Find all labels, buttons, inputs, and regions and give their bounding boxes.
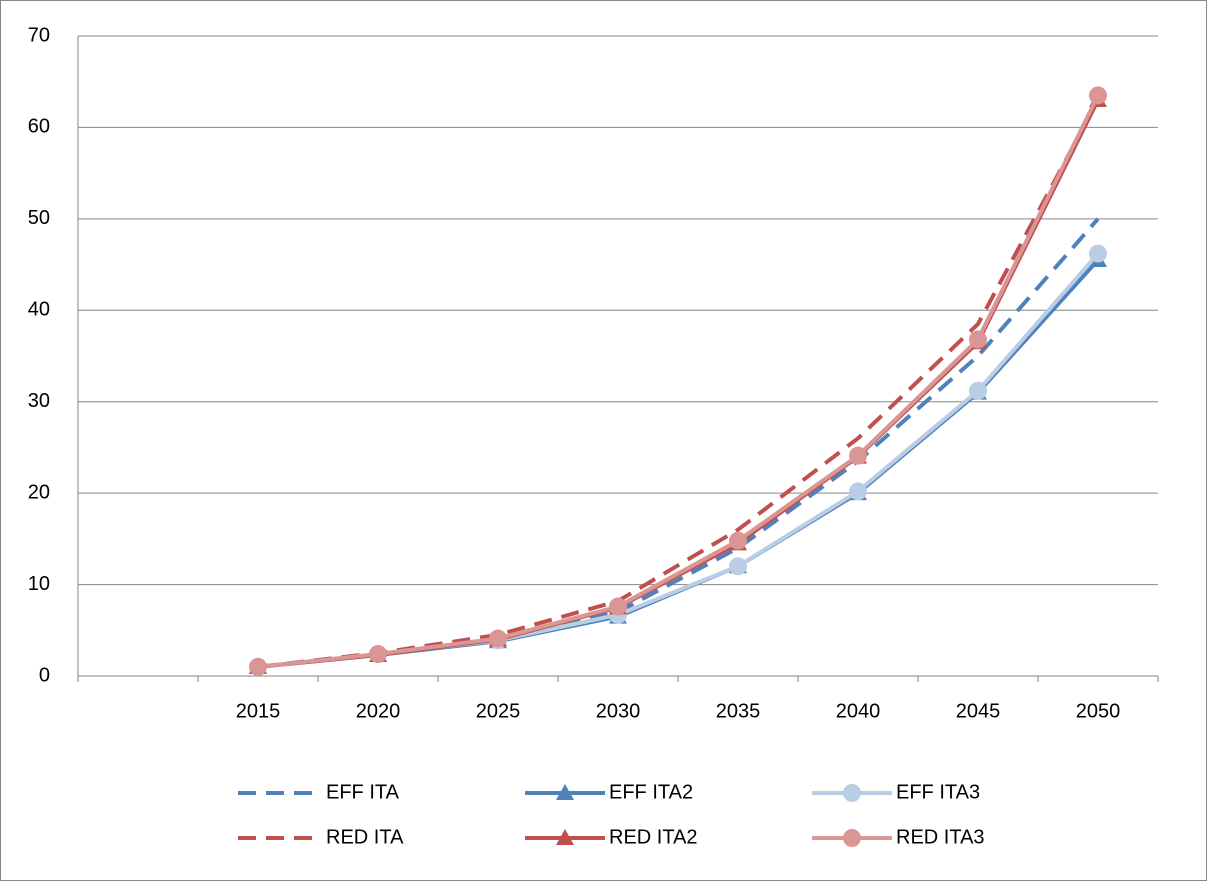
x-tick-label: 2050 [1076, 700, 1121, 722]
circle-marker [843, 784, 861, 802]
y-tick-label: 60 [28, 116, 50, 138]
legend-label: EFF ITA3 [896, 781, 980, 803]
y-tick-label: 40 [28, 299, 50, 321]
circle-marker [849, 482, 867, 501]
x-tick-label: 2030 [596, 700, 641, 722]
x-tick-label: 2035 [716, 700, 761, 722]
y-tick-label: 0 [39, 664, 50, 686]
circle-marker [249, 657, 267, 676]
legend-label: RED ITA3 [896, 826, 985, 848]
circle-marker [1089, 86, 1107, 105]
circle-marker [969, 381, 987, 400]
legend-label: EFF ITA [326, 781, 400, 803]
y-tick-label: 30 [28, 390, 50, 412]
x-tick-label: 2025 [476, 700, 521, 722]
circle-marker [849, 446, 867, 465]
x-tick-label: 2040 [836, 700, 881, 722]
x-tick-label: 2045 [956, 700, 1001, 722]
circle-marker [729, 531, 747, 550]
y-tick-label: 10 [28, 573, 50, 595]
legend-label: RED ITA2 [609, 826, 698, 848]
circle-marker [489, 629, 507, 648]
y-tick-label: 70 [28, 24, 50, 46]
x-tick-label: 2015 [236, 700, 281, 722]
circle-marker [969, 330, 987, 349]
y-tick-label: 20 [28, 481, 50, 503]
circle-marker [729, 557, 747, 576]
circle-marker [609, 597, 627, 616]
triangle-marker [556, 784, 574, 800]
x-tick-label: 2020 [356, 700, 401, 722]
circle-marker [843, 829, 861, 847]
circle-marker [1089, 244, 1107, 263]
circle-marker [369, 645, 387, 664]
legend-label: RED ITA [326, 826, 404, 848]
series-line [257, 94, 1100, 669]
legend-label: EFF ITA2 [609, 781, 693, 803]
y-tick-label: 50 [28, 207, 50, 229]
triangle-marker [556, 829, 574, 845]
